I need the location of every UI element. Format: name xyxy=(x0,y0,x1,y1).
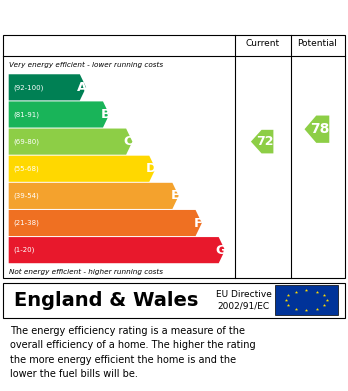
Text: C: C xyxy=(124,135,133,148)
Text: Current: Current xyxy=(246,39,280,48)
Text: The energy efficiency rating is a measure of the
overall efficiency of a home. T: The energy efficiency rating is a measur… xyxy=(10,326,256,379)
Text: B: B xyxy=(101,108,111,121)
Text: (55-68): (55-68) xyxy=(13,165,39,172)
Text: G: G xyxy=(216,244,227,256)
Polygon shape xyxy=(304,115,329,143)
Text: Very energy efficient - lower running costs: Very energy efficient - lower running co… xyxy=(9,62,163,68)
Polygon shape xyxy=(9,183,179,209)
Text: (1-20): (1-20) xyxy=(13,247,34,253)
Polygon shape xyxy=(251,130,274,153)
Polygon shape xyxy=(9,156,156,182)
Text: Potential: Potential xyxy=(298,39,338,48)
Text: 72: 72 xyxy=(256,135,274,148)
Text: Not energy efficient - higher running costs: Not energy efficient - higher running co… xyxy=(9,269,163,275)
Polygon shape xyxy=(9,74,86,100)
Text: (92-100): (92-100) xyxy=(13,84,43,91)
Text: (69-80): (69-80) xyxy=(13,138,39,145)
Text: D: D xyxy=(146,162,157,175)
Polygon shape xyxy=(9,210,202,236)
Bar xyxy=(3,283,345,318)
Text: (81-91): (81-91) xyxy=(13,111,39,118)
Text: (39-54): (39-54) xyxy=(13,193,39,199)
Text: England & Wales: England & Wales xyxy=(14,291,198,310)
Polygon shape xyxy=(9,101,109,127)
Polygon shape xyxy=(9,129,132,155)
Polygon shape xyxy=(9,237,225,263)
Text: A: A xyxy=(77,81,87,94)
Text: E: E xyxy=(171,189,180,203)
Text: Energy Efficiency Rating: Energy Efficiency Rating xyxy=(10,9,220,23)
Text: EU Directive
2002/91/EC: EU Directive 2002/91/EC xyxy=(216,290,271,311)
Bar xyxy=(275,285,338,316)
Text: F: F xyxy=(193,217,203,230)
Text: (21-38): (21-38) xyxy=(13,220,39,226)
Text: 78: 78 xyxy=(310,122,330,136)
